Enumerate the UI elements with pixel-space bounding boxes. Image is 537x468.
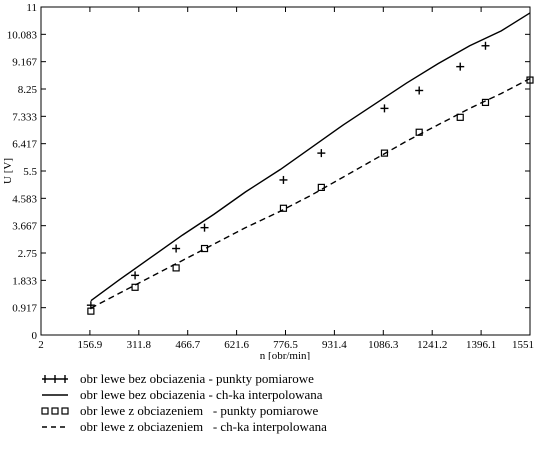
legend-label: obr lewe z obciazeniem - ch-ka interpolo… — [80, 419, 327, 434]
series-plus-markers — [86, 41, 490, 310]
solid-line-icon — [40, 388, 70, 402]
y-tick-label: 0.917 — [12, 303, 37, 315]
dashed-line-icon — [40, 420, 70, 434]
x-tick-label: 2 — [38, 339, 44, 351]
y-tick-label: 8.25 — [18, 84, 38, 96]
series-solid-line — [90, 12, 531, 302]
plus-data-point — [279, 175, 288, 184]
legend-item-square-markers: obr lewe z obciazeniem - punkty pomiarow… — [40, 403, 520, 419]
x-tick-label: 776.5 — [273, 339, 298, 351]
dashed-series-line — [90, 77, 531, 309]
plus-data-point — [200, 223, 209, 232]
legend-item-solid-line: obr lewe bez obciazenia - ch-ka interpol… — [40, 387, 520, 403]
plus-marker-icon — [40, 372, 70, 386]
x-tick-label: 1241.2 — [417, 339, 447, 351]
legend-label: obr lewe bez obciazenia - ch-ka interpol… — [80, 387, 323, 402]
y-tick-label: 2.75 — [18, 248, 38, 260]
x-axis-label: n [obr/min] — [260, 350, 310, 360]
y-tick-label: 4.583 — [12, 193, 37, 205]
square-data-point — [380, 149, 389, 157]
square-data-point — [279, 204, 288, 212]
square-data-point — [200, 244, 209, 253]
y-tick-label: 1.833 — [12, 275, 37, 287]
plus-data-point — [415, 86, 424, 95]
y-tick-label: 5.5 — [23, 166, 37, 178]
plus-data-point — [172, 244, 181, 253]
legend-label: obr lewe z obciazeniem - punkty pomiarow… — [80, 403, 319, 418]
series-dashed-line — [90, 77, 531, 309]
plus-data-point — [380, 104, 389, 113]
y-axis-label: U [V] — [2, 158, 14, 184]
series-square-markers — [87, 76, 534, 315]
x-tick-label: 1086.3 — [368, 339, 399, 351]
y-axis: 0 0.917 1.833 2.75 3.667 4.583 5.5 6.417 7.333 8.… — [7, 2, 530, 342]
x-tick-label: 621.6 — [224, 339, 249, 351]
x-tick-label: 156.9 — [78, 339, 103, 351]
x-axis: 2 156.9 311.8 466.7 621.6 776.5 931.4 1086.3 124… — [38, 7, 534, 351]
plus-data-point — [131, 271, 140, 280]
x-tick-label: 1551 — [512, 339, 534, 351]
x-tick-label: 466.7 — [175, 339, 200, 351]
legend-item-dashed-line: obr lewe z obciazeniem - ch-ka interpolo… — [40, 419, 520, 435]
y-tick-label: 9.167 — [12, 57, 37, 69]
square-data-point — [131, 283, 139, 291]
y-tick-label: 0 — [32, 330, 38, 342]
y-tick-label: 10.083 — [7, 29, 38, 41]
plus-data-point — [317, 149, 326, 158]
plus-data-point — [456, 62, 465, 71]
square-data-point — [317, 183, 325, 191]
x-tick-label: 931.4 — [322, 339, 347, 351]
line-chart: 2 156.9 311.8 466.7 621.6 776.5 931.4 1086.3 124… — [2, 2, 534, 360]
square-data-point — [456, 113, 464, 121]
plus-data-point — [481, 41, 490, 50]
legend: obr lewe bez obciazenia - punkty pomiaro… — [40, 371, 520, 435]
y-tick-label: 11 — [26, 2, 37, 14]
plot-area — [40, 6, 531, 336]
x-tick-label: 1396.1 — [466, 339, 496, 351]
series-layer — [86, 12, 534, 315]
legend-label: obr lewe bez obciazenia - punkty pomiaro… — [80, 371, 314, 386]
y-tick-label: 6.417 — [12, 139, 37, 151]
square-marker-icon — [40, 404, 70, 418]
square-data-point — [172, 264, 180, 272]
y-tick-label: 7.333 — [12, 111, 37, 123]
solid-series-line — [90, 12, 531, 302]
y-tick-label: 3.667 — [12, 221, 37, 233]
legend-item-plus-markers: obr lewe bez obciazenia - punkty pomiaro… — [40, 371, 520, 387]
x-tick-label: 311.8 — [127, 339, 152, 351]
